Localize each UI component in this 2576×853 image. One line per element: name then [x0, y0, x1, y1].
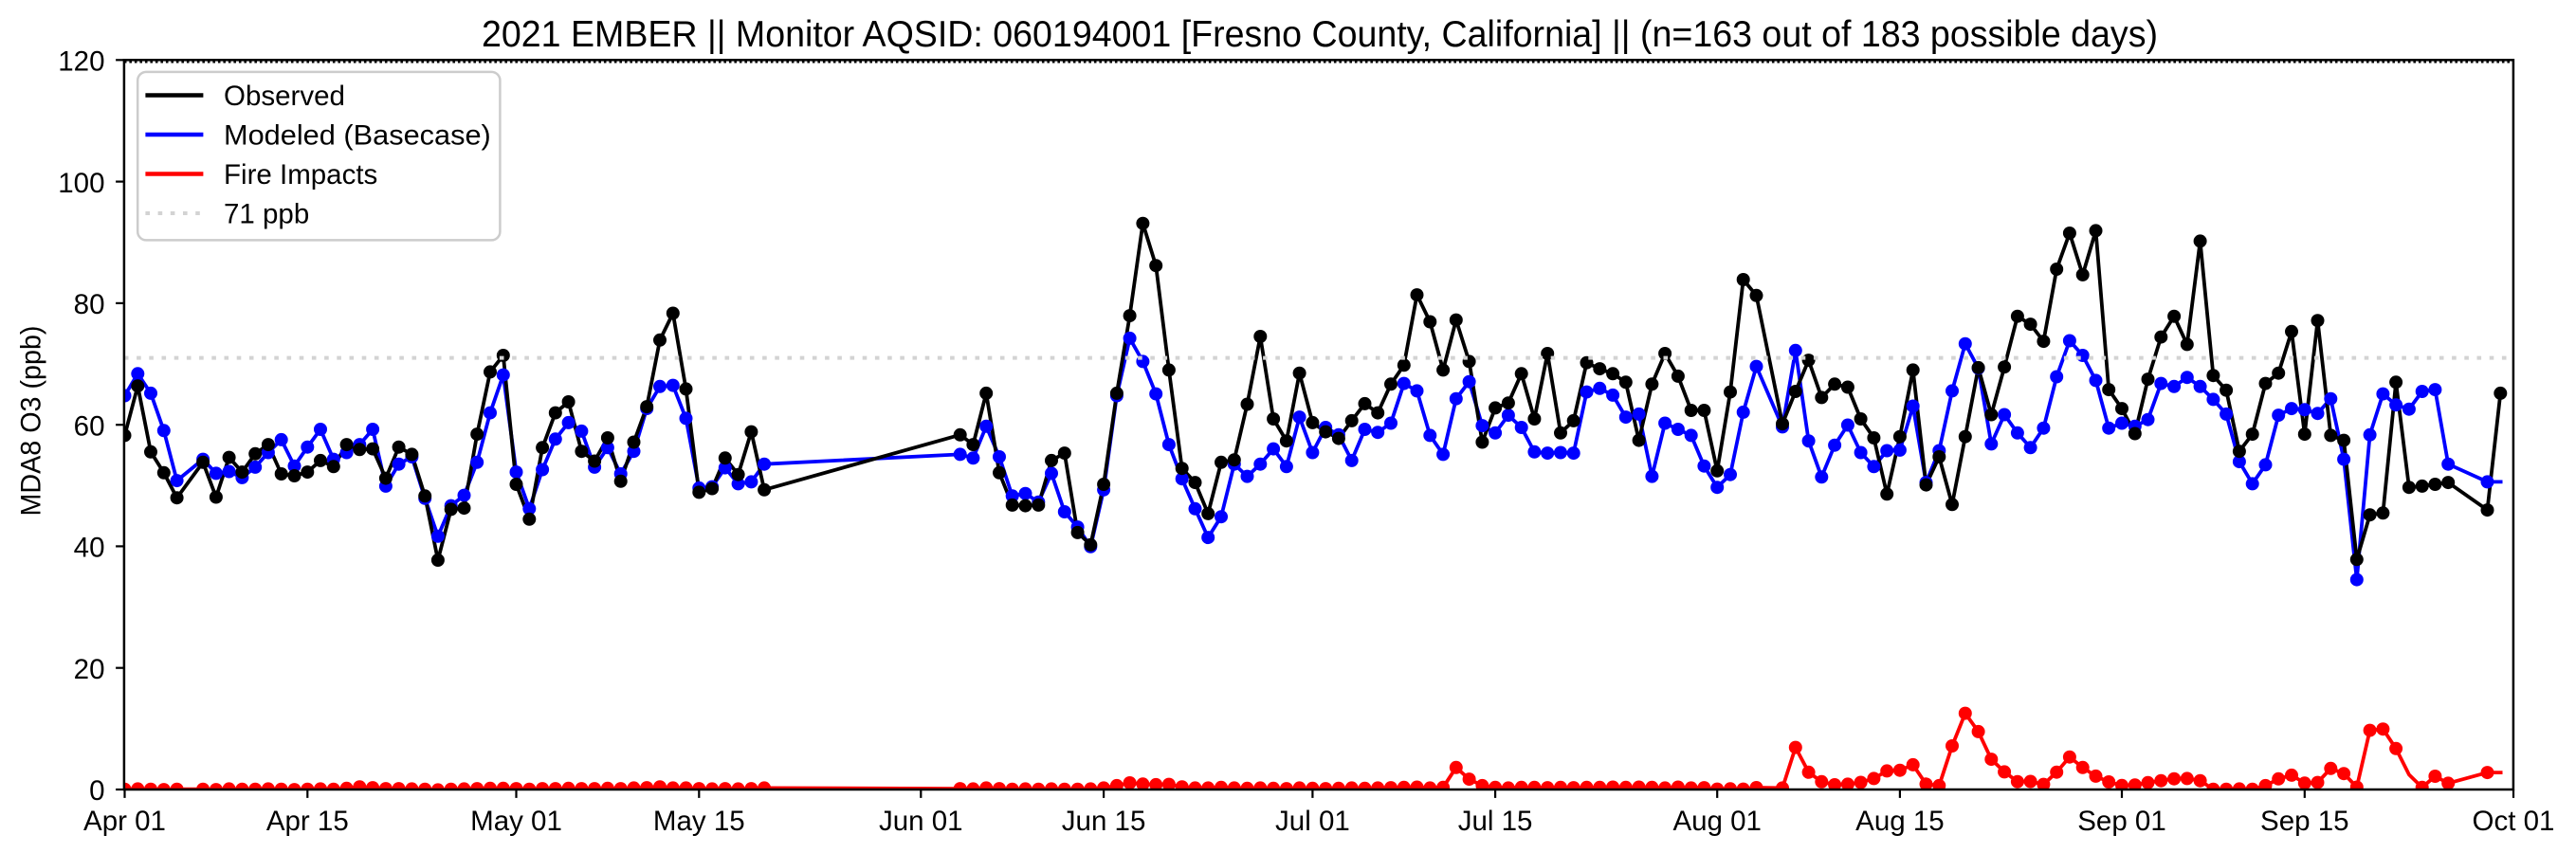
- svg-text:71 ppb: 71 ppb: [224, 199, 309, 230]
- svg-text:Jun 15: Jun 15: [1062, 806, 1146, 837]
- svg-text:0: 0: [89, 775, 104, 807]
- svg-text:May 15: May 15: [653, 806, 745, 837]
- svg-text:Apr 01: Apr 01: [83, 806, 166, 837]
- svg-text:100: 100: [58, 168, 104, 199]
- svg-text:Oct 01: Oct 01: [2473, 806, 2555, 837]
- svg-text:MDA8 O3 (ppb): MDA8 O3 (ppb): [16, 326, 47, 517]
- svg-text:Observed: Observed: [224, 81, 345, 112]
- svg-text:Jun 01: Jun 01: [879, 806, 963, 837]
- svg-text:Jul 15: Jul 15: [1458, 806, 1533, 837]
- svg-text:40: 40: [74, 533, 105, 564]
- svg-text:Jul 01: Jul 01: [1275, 806, 1350, 837]
- svg-text:20: 20: [74, 654, 105, 685]
- svg-text:2021 EMBER || Monitor AQSID: 0: 2021 EMBER || Monitor AQSID: 060194001 […: [482, 14, 2158, 55]
- svg-text:80: 80: [74, 289, 105, 320]
- svg-text:Sep 15: Sep 15: [2260, 806, 2349, 837]
- svg-text:May 01: May 01: [470, 806, 562, 837]
- svg-text:Aug 15: Aug 15: [1855, 806, 1945, 837]
- svg-text:120: 120: [58, 46, 104, 78]
- svg-text:Sep 01: Sep 01: [2077, 806, 2166, 837]
- svg-text:Fire Impacts: Fire Impacts: [224, 159, 377, 191]
- svg-text:Modeled (Basecase): Modeled (Basecase): [224, 120, 491, 152]
- svg-text:Aug 01: Aug 01: [1672, 806, 1762, 837]
- svg-text:Apr 15: Apr 15: [266, 806, 349, 837]
- svg-text:60: 60: [74, 410, 105, 442]
